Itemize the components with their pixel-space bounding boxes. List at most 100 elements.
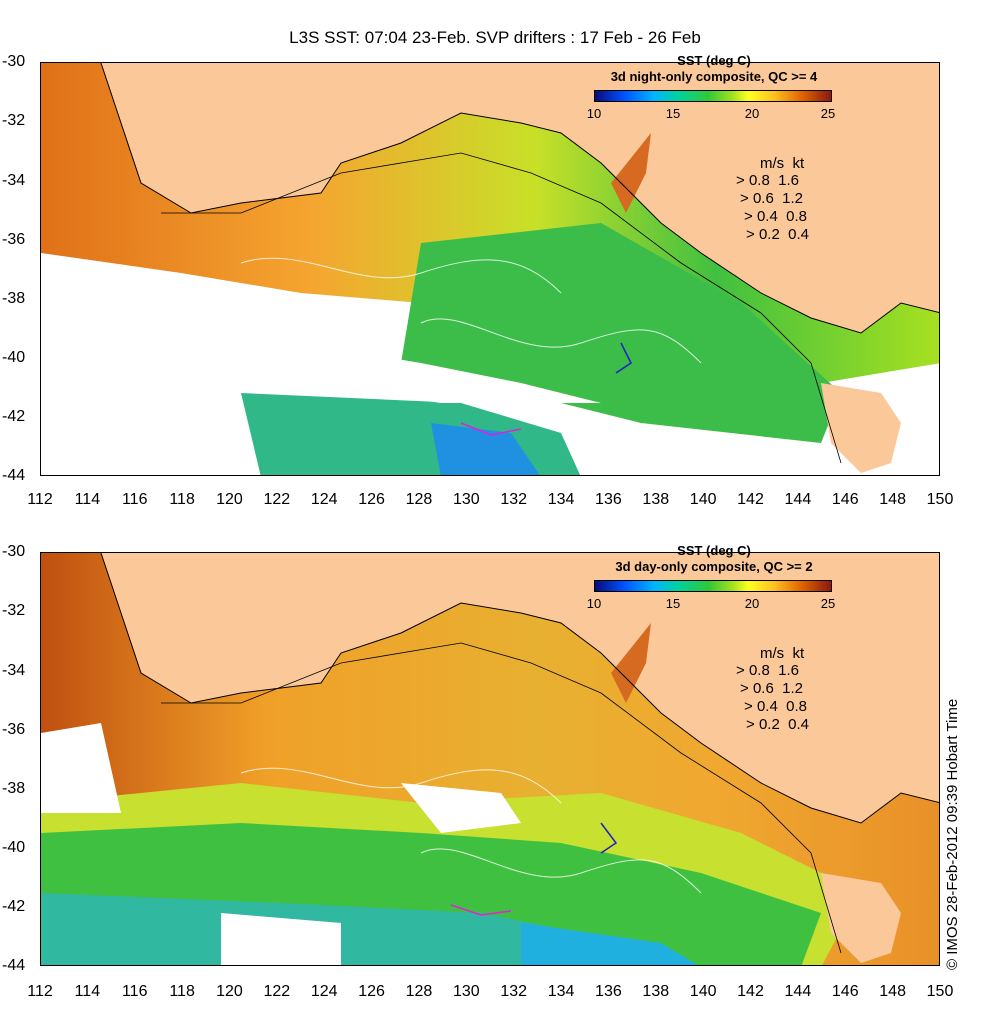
- x-tick-label: 128: [405, 983, 433, 1000]
- x-tick-label: 116: [121, 983, 148, 1000]
- eyre-peninsula: [611, 623, 651, 703]
- x-tick-label: 148: [879, 983, 906, 1000]
- legend-kt: 1.2: [782, 680, 803, 697]
- y-tick-label: -42: [2, 408, 26, 425]
- y-tick-label: -30: [2, 543, 26, 560]
- y-tick-label: -30: [2, 53, 26, 70]
- x-tick-label: 128: [405, 491, 433, 508]
- sst-field-cold: [521, 923, 698, 965]
- y-tick-label: -32: [2, 602, 26, 619]
- copyright-note: © IMOS 28-Feb-2012 09:39 Hobart Time: [944, 698, 961, 970]
- cloud-gap-2: [401, 783, 521, 833]
- x-tick-label: 150: [926, 491, 954, 508]
- sst-field-cold: [431, 423, 540, 475]
- x-tick-label: 118: [169, 491, 195, 508]
- australia-land: [101, 553, 939, 823]
- legend-ms: 0.8: [748, 172, 770, 189]
- y-tick-label: -40: [2, 839, 26, 856]
- x-tick-label: 132: [500, 491, 528, 508]
- x-tick-label: 136: [595, 491, 622, 508]
- legend-kt: 0.4: [788, 716, 809, 733]
- legend-header-ms: m/s: [760, 155, 785, 172]
- x-tick-label: 138: [642, 491, 670, 508]
- x-tick-label: 134: [547, 491, 575, 508]
- x-tick-label: 122: [263, 491, 291, 508]
- y-tick-label: -38: [2, 290, 26, 307]
- colorbar-tick: 25: [820, 596, 836, 611]
- y-tick-label: -44: [2, 467, 26, 484]
- colorbar-tick: 20: [744, 106, 760, 121]
- y-tick-label: -32: [2, 112, 26, 129]
- map-frame-night: [40, 62, 940, 476]
- sst-contour: [240, 767, 562, 804]
- legend-kt: 1.6: [778, 172, 799, 189]
- legend-ms: 0.4: [756, 698, 778, 715]
- x-tick-label: 142: [737, 491, 764, 508]
- legend-ms: 0.8: [748, 662, 770, 679]
- x-tick-label: 136: [595, 983, 622, 1000]
- vector-legend-night: m/s kt > 0.8 1.6 > 0.6 1.2 > 0.4 0.8 > 0…: [736, 155, 809, 243]
- shelf-contour: [161, 152, 842, 464]
- legend-kt: 0.4: [788, 226, 809, 243]
- x-tick-label: 114: [74, 983, 101, 1000]
- legend-kt: 1.2: [782, 190, 803, 207]
- colorbar-tick: 15: [665, 106, 681, 121]
- legend-header-kt: kt: [792, 155, 805, 172]
- cloud-gap-1: [41, 723, 121, 813]
- x-tick-label: 112: [27, 491, 53, 508]
- colorbar-tick: 10: [586, 106, 602, 121]
- x-tick-label: 150: [926, 983, 954, 1000]
- drifter-track: [450, 904, 512, 916]
- colorbar-tick: 20: [744, 596, 760, 611]
- x-tick-label: 112: [27, 983, 53, 1000]
- x-tick-label: 148: [879, 491, 906, 508]
- x-tick-label: 144: [784, 491, 812, 508]
- chart-title: L3S SST: 07:04 23-Feb. SVP drifters : 17…: [289, 28, 701, 47]
- y-tick-label: -36: [2, 231, 26, 248]
- colorbar-units-day: SST (deg C): [677, 543, 751, 558]
- x-tick-label: 146: [831, 491, 859, 508]
- x-tick-label: 120: [216, 983, 243, 1000]
- sst-map-day: [41, 553, 939, 965]
- sst-map-night: [41, 63, 939, 475]
- legend-header-kt: kt: [792, 645, 805, 662]
- x-tick-label: 120: [216, 491, 243, 508]
- x-tick-label: 144: [784, 983, 812, 1000]
- x-tick-label: 138: [642, 983, 670, 1000]
- legend-kt: 0.8: [786, 208, 807, 225]
- drifter-track: [615, 342, 632, 374]
- x-tick-label: 124: [310, 983, 338, 1000]
- legend-kt: 1.6: [778, 662, 799, 679]
- x-tick-label: 142: [737, 983, 764, 1000]
- y-tick-label: -36: [2, 721, 26, 738]
- cloud-gap-1: [41, 303, 601, 403]
- x-tick-label: 124: [310, 491, 338, 508]
- x-tick-label: 140: [689, 983, 717, 1000]
- x-tick-label: 118: [169, 983, 195, 1000]
- colorbar-tick: 25: [820, 106, 836, 121]
- y-tick-label: -34: [2, 172, 26, 189]
- vector-legend-day: m/s kt > 0.8 1.6 > 0.6 1.2 > 0.4 0.8 > 0…: [736, 645, 809, 733]
- colorbar-units-night: SST (deg C): [677, 53, 751, 68]
- legend-ms: 0.2: [758, 716, 780, 733]
- tasmania-land: [821, 383, 901, 473]
- y-tick-label: -40: [2, 349, 26, 366]
- x-tick-label: 134: [547, 983, 575, 1000]
- x-tick-label: 130: [452, 983, 480, 1000]
- legend-ms: 0.4: [756, 208, 778, 225]
- colorbar-composite-day: 3d day-only composite, QC >= 2: [615, 559, 813, 574]
- colorbar-tick: 10: [586, 596, 602, 611]
- colorbar-composite-night: 3d night-only composite, QC >= 4: [610, 69, 818, 84]
- colorbar-night: [594, 90, 832, 102]
- x-tick-label: 116: [121, 491, 148, 508]
- y-tick-label: -44: [2, 957, 26, 974]
- legend-ms: 0.6: [752, 680, 774, 697]
- y-tick-label: -38: [2, 780, 26, 797]
- y-tick-label: -42: [2, 898, 26, 915]
- x-tick-label: 130: [452, 491, 480, 508]
- australia-land: [101, 63, 939, 333]
- x-tick-label: 146: [831, 983, 859, 1000]
- colorbar-tick: 15: [665, 596, 681, 611]
- drifter-track: [460, 422, 522, 436]
- legend-ms: 0.6: [752, 190, 774, 207]
